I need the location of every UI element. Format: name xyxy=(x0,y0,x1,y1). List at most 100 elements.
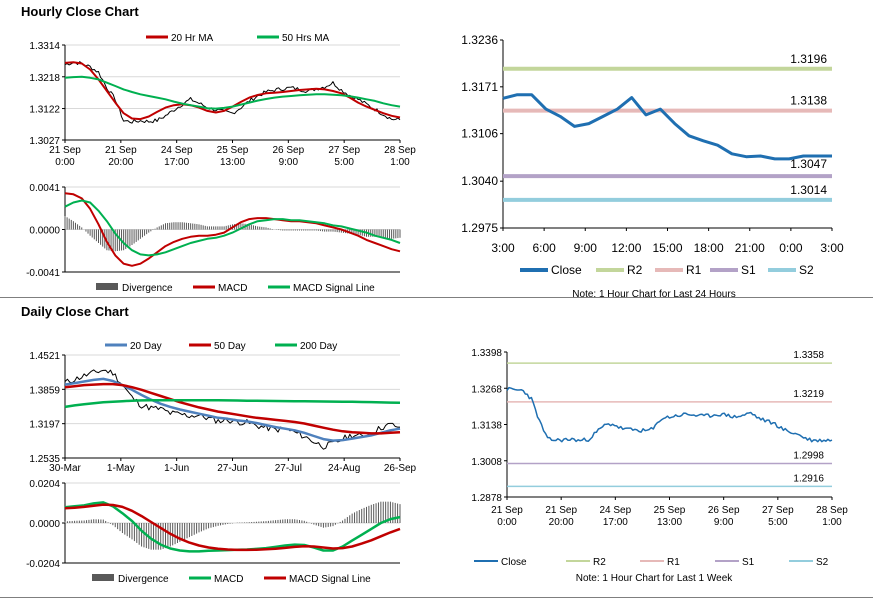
hourly-price-ytick-label: 1.3122 xyxy=(29,105,60,116)
hourly-levels-legend-r2-label: R2 xyxy=(627,263,643,277)
hourly-price-ytick-label: 1.3314 xyxy=(29,41,60,52)
hourly-price-xtick-label: 5:00 xyxy=(334,157,354,168)
hourly-price-xtick-label: 1:00 xyxy=(390,157,410,168)
daily-levels-xtick-label: 21 Sep xyxy=(491,505,523,516)
hourly-levels-ytick-label: 1.3040 xyxy=(461,174,498,188)
hourly-price-xtick-label: 9:00 xyxy=(279,157,299,168)
hourly-levels-s1-label: 1.3047 xyxy=(790,157,827,171)
hourly-levels-xtick-label: 0:00 xyxy=(779,241,803,255)
hourly-levels-legend-close-label: Close xyxy=(551,263,582,277)
daily-macd-legend-signal-label: MACD Signal Line xyxy=(289,574,371,585)
hourly-macd-macd-line xyxy=(64,192,401,267)
hourly-macd-legend-divergence-swatch xyxy=(96,283,118,290)
daily-macd-legend-divergence-label: Divergence xyxy=(118,574,169,585)
daily-levels-xtick-label: 27 Sep xyxy=(762,505,794,516)
daily-levels-s1-label: 1.2998 xyxy=(793,451,824,462)
hourly-levels-close-line xyxy=(502,93,832,161)
hourly-price-close-line xyxy=(64,61,401,124)
hourly-price-xtick-label: 21 Sep xyxy=(49,145,81,156)
daily-levels-r2-label: 1.3358 xyxy=(793,350,824,361)
daily-macd-ytick-label: 0.0000 xyxy=(29,519,60,530)
section-divider xyxy=(0,297,873,298)
daily-price-xtick-label: 26-Sep xyxy=(384,463,417,474)
hourly-price-xtick-label: 28 Sep xyxy=(384,145,416,156)
daily-price-xtick-label: 24-Aug xyxy=(328,463,360,474)
daily-title: Daily Close Chart xyxy=(21,304,129,319)
hourly-macd-ytick-label: 0.0041 xyxy=(29,183,60,194)
daily-levels-r1-label: 1.3219 xyxy=(793,389,824,400)
hourly-levels-note: Note: 1 Hour Chart for Last 24 Hours xyxy=(572,289,735,300)
hourly-macd-signal-line xyxy=(64,199,401,257)
daily-levels-legend-close-label: Close xyxy=(501,557,527,568)
hourly-levels-xtick-label: 21:00 xyxy=(735,241,765,255)
daily-levels-xtick-label: 1:00 xyxy=(822,517,842,528)
daily-levels-xtick-label: 28 Sep xyxy=(816,505,848,516)
daily-levels-xtick-label: 5:00 xyxy=(768,517,788,528)
daily-levels-xtick-label: 0:00 xyxy=(497,517,517,528)
bottom-divider xyxy=(0,597,873,598)
hourly-price-ytick-label: 1.3027 xyxy=(29,136,60,147)
hourly-price-xtick-label: 26 Sep xyxy=(272,145,304,156)
daily-levels-close-line xyxy=(506,386,833,443)
daily-price-xtick-label: 27-Jul xyxy=(275,463,302,474)
daily-price-ytick-label: 1.4521 xyxy=(29,351,60,362)
hourly-legend-ma50-label: 50 Hrs MA xyxy=(282,33,330,44)
hourly-price-xtick-label: 21 Sep xyxy=(105,145,137,156)
daily-price-ytick-label: 1.3859 xyxy=(29,385,60,396)
daily-price-ma200-line xyxy=(64,398,401,409)
hourly-levels-xtick-label: 9:00 xyxy=(574,241,598,255)
hourly-title: Hourly Close Chart xyxy=(21,4,139,19)
daily-price-ytick-label: 1.3197 xyxy=(29,420,60,431)
hourly-price-ma20-line xyxy=(64,61,401,121)
hourly-levels-ytick-label: 1.3171 xyxy=(461,80,498,94)
hourly-levels-legend-s2-label: S2 xyxy=(799,263,814,277)
daily-price-xtick-label: 1-Jun xyxy=(164,463,189,474)
daily-levels-legend-s1-label: S1 xyxy=(742,557,755,568)
daily-levels-ytick-label: 1.2878 xyxy=(471,493,502,504)
hourly-price-xtick-label: 17:00 xyxy=(164,157,189,168)
hourly-levels-r2-label: 1.3196 xyxy=(790,52,827,66)
daily-levels-note: Note: 1 Hour Chart for Last 1 Week xyxy=(576,573,734,584)
daily-levels-xtick-label: 17:00 xyxy=(603,517,628,528)
hourly-price-xtick-label: 20:00 xyxy=(108,157,133,168)
daily-levels-xtick-label: 20:00 xyxy=(549,517,574,528)
daily-levels-xtick-label: 9:00 xyxy=(714,517,734,528)
daily-macd-legend-macd-label: MACD xyxy=(214,574,243,585)
daily-levels-xtick-label: 25 Sep xyxy=(654,505,686,516)
hourly-macd-legend-divergence-label: Divergence xyxy=(122,283,173,294)
hourly-price-xtick-label: 25 Sep xyxy=(217,145,249,156)
hourly-levels-r1-label: 1.3138 xyxy=(790,94,827,108)
daily-macd-ytick-label: -0.0204 xyxy=(26,559,60,570)
hourly-levels-xtick-label: 18:00 xyxy=(694,241,724,255)
daily-levels-xtick-label: 13:00 xyxy=(657,517,682,528)
daily-levels-ytick-label: 1.3398 xyxy=(471,348,502,359)
hourly-legend-ma20-label: 20 Hr MA xyxy=(171,33,214,44)
daily-price-xtick-label: 30-Mar xyxy=(49,463,81,474)
daily-levels-ytick-label: 1.3268 xyxy=(471,384,502,395)
hourly-price-ma50-line xyxy=(64,75,401,110)
hourly-levels-legend-r1-label: R1 xyxy=(686,263,702,277)
daily-price-xtick-label: 1-May xyxy=(107,463,135,474)
daily-levels-ytick-label: 1.3008 xyxy=(471,457,502,468)
hourly-macd-legend-signal-label: MACD Signal Line xyxy=(293,283,375,294)
hourly-levels-xtick-label: 15:00 xyxy=(652,241,682,255)
daily-price-ytick-label: 1.2535 xyxy=(29,454,60,465)
hourly-price-xtick-label: 24 Sep xyxy=(161,145,193,156)
hourly-price-xtick-label: 13:00 xyxy=(220,157,245,168)
daily-levels-s2-label: 1.2916 xyxy=(793,473,824,484)
daily-levels-xtick-label: 24 Sep xyxy=(599,505,631,516)
daily-levels-xtick-label: 26 Sep xyxy=(708,505,740,516)
hourly-price-ytick-label: 1.3218 xyxy=(29,73,60,84)
daily-levels-xtick-label: 21 Sep xyxy=(545,505,577,516)
hourly-levels-xtick-label: 12:00 xyxy=(611,241,641,255)
daily-legend-50day-label: 50 Day xyxy=(214,341,246,352)
daily-macd-legend-divergence-swatch xyxy=(92,574,114,581)
daily-macd-ytick-label: 0.0204 xyxy=(29,479,60,490)
hourly-levels-xtick-label: 6:00 xyxy=(532,241,556,255)
daily-levels-legend-s2-label: S2 xyxy=(816,557,829,568)
hourly-levels-s2-label: 1.3014 xyxy=(790,183,827,197)
daily-levels-legend-r1-label: R1 xyxy=(667,557,680,568)
hourly-levels-xtick-label: 3:00 xyxy=(820,241,844,255)
daily-legend-200day-label: 200 Day xyxy=(300,341,337,352)
